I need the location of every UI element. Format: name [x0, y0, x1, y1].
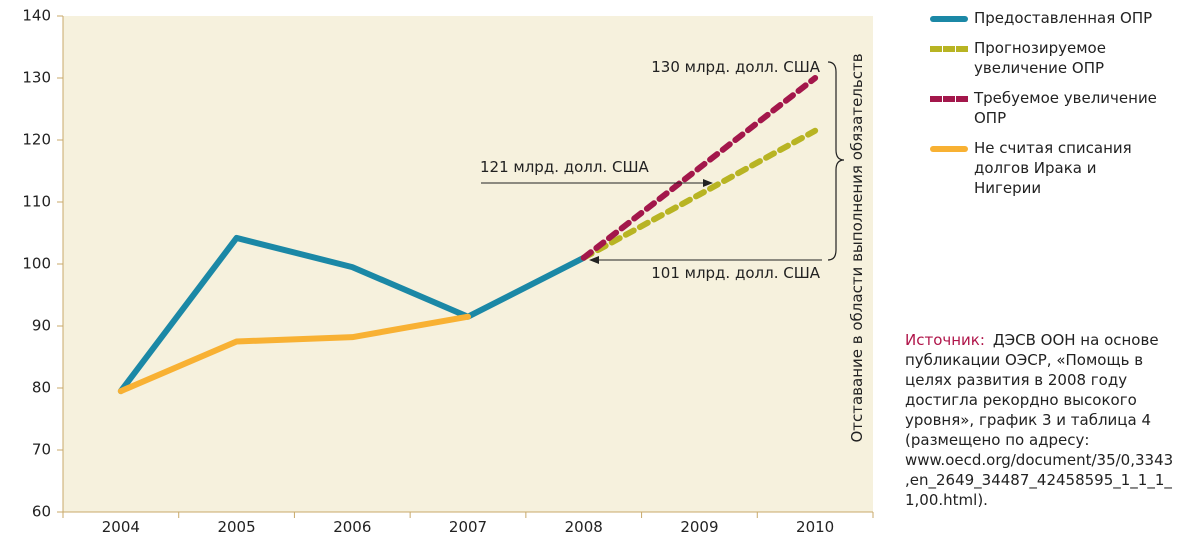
y-tick-label: 100: [22, 255, 51, 273]
annotation: 130 млрд. долл. США: [651, 58, 821, 76]
y-tick-label: 130: [22, 69, 51, 87]
x-tick-label: 2009: [680, 518, 718, 536]
legend-item: Предоставленная ОПР: [930, 8, 1159, 28]
legend-item: Требуемое увеличение ОПР: [930, 88, 1159, 128]
series-line: [117, 313, 471, 395]
series-line: [580, 127, 819, 261]
y-tick-label: 110: [22, 193, 51, 211]
legend: Предоставленная ОПР Прогнозируемое увелич…: [930, 8, 1170, 208]
y-tick-label: 120: [22, 131, 51, 149]
y-tick-label: 70: [32, 441, 51, 459]
legend-swatch: [930, 96, 968, 102]
legend-swatch: [930, 146, 968, 152]
legend-item: Не считая списания долгов Ирака и Нигери…: [930, 138, 1159, 198]
legend-swatch: [930, 46, 968, 52]
legend-item: Прогнозируемое увеличение ОПР: [930, 38, 1159, 78]
annotation-vertical: Отставание в области выполнения обязател…: [848, 53, 866, 442]
series-line: [117, 234, 587, 395]
source-label: Источник:: [905, 331, 985, 349]
y-tick-label: 140: [22, 7, 51, 25]
source: Источник: ДЭСВ ООН на основе публикации О…: [905, 330, 1177, 510]
y-tick-label: 80: [32, 379, 51, 397]
annotation: 101 млрд. долл. США: [651, 264, 821, 282]
chart: 60 70 80 90 100 110 120 130 140 2004 2005 2006 2007 2…: [22, 7, 874, 536]
series-line: [580, 75, 819, 261]
legend-label: Требуемое увеличение ОПР: [974, 89, 1157, 127]
x-tick-label: 2006: [333, 518, 371, 536]
brace: [827, 61, 845, 261]
x-tick-label: 2004: [102, 518, 140, 536]
source-text: ДЭСВ ООН на основе публикации ОЭСР, «Пом…: [905, 331, 1174, 509]
legend-label: Не считая списания долгов Ирака и Нигери…: [974, 139, 1132, 197]
plot-background: [63, 16, 873, 512]
y-tick-label: 90: [32, 317, 51, 335]
x-tick-label: 2007: [449, 518, 487, 536]
x-tick-label: 2010: [796, 518, 834, 536]
y-tick-label: 60: [32, 503, 51, 521]
legend-swatch: [930, 16, 968, 22]
legend-label: Прогнозируемое увеличение ОПР: [974, 39, 1106, 77]
x-tick-label: 2008: [565, 518, 603, 536]
x-tick-label: 2005: [217, 518, 255, 536]
annotation: 121 млрд. долл. США: [480, 158, 650, 176]
legend-label: Предоставленная ОПР: [974, 9, 1153, 27]
